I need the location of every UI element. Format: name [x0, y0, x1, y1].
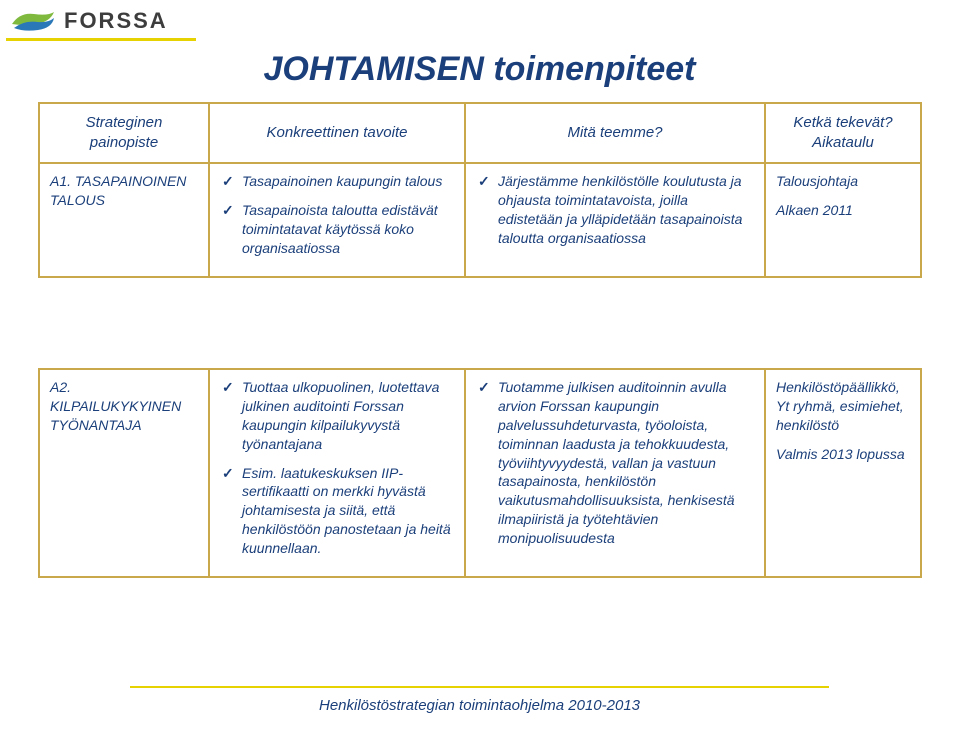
table-row-a2: A2. KILPAILUKYKYINEN TYÖNANTAJA Tuottaa …: [39, 369, 921, 577]
row-label-a1: A1. TASAPAINOINEN TALOUS: [39, 163, 209, 277]
logo-bar: FORSSA: [10, 8, 168, 34]
col-header-tekevat: Ketkä tekevät? Aikataulu: [765, 103, 921, 163]
text-line: Henkilöstöpäällikkö, Yt ryhmä, esimiehet…: [776, 378, 910, 435]
row-a1-tekevat: Talousjohtaja Alkaen 2011: [765, 163, 921, 277]
table-header-row: Strateginen painopiste Konkreettinen tav…: [39, 103, 921, 163]
list-item: Tuottaa ulkopuolinen, luotettava julkine…: [222, 378, 454, 454]
list-item: Esim. laatukeskuksen IIP-sertifikaatti o…: [222, 464, 454, 558]
actions-table-1: Strateginen painopiste Konkreettinen tav…: [38, 102, 922, 278]
list-item: Tasapainoista taloutta edistävät toimint…: [222, 201, 454, 258]
row-a1-teemme: Järjestämme henkilöstölle koulutusta ja …: [465, 163, 765, 277]
col-header-painopiste: Strateginen painopiste: [39, 103, 209, 163]
row-a1-tavoite: Tasapainoinen kaupungin talous Tasapaino…: [209, 163, 465, 277]
list-item: Tasapainoinen kaupungin talous: [222, 172, 454, 191]
text-line: Valmis 2013 lopussa: [776, 445, 910, 464]
row-label-a2: A2. KILPAILUKYKYINEN TYÖNANTAJA: [39, 369, 209, 577]
actions-table-2: A2. KILPAILUKYKYINEN TYÖNANTAJA Tuottaa …: [38, 368, 922, 578]
row-a2-teemme: Tuotamme julkisen auditoinnin avulla arv…: [465, 369, 765, 577]
list-item: Tuotamme julkisen auditoinnin avulla arv…: [478, 378, 754, 548]
table-row-a1: A1. TASAPAINOINEN TALOUS Tasapainoinen k…: [39, 163, 921, 277]
text-line: Talousjohtaja: [776, 172, 910, 191]
footer-text: Henkilöstöstrategian toimintaohjelma 201…: [0, 697, 959, 714]
logo-underline: [6, 38, 196, 41]
row-a2-tavoite: Tuottaa ulkopuolinen, luotettava julkine…: [209, 369, 465, 577]
col-header-tavoite: Konkreettinen tavoite: [209, 103, 465, 163]
row-a2-tekevat: Henkilöstöpäällikkö, Yt ryhmä, esimiehet…: [765, 369, 921, 577]
text-line: Alkaen 2011: [776, 201, 910, 220]
swirl-icon: [10, 10, 56, 32]
brand-text: FORSSA: [64, 8, 168, 34]
footer-divider: [130, 686, 829, 688]
list-item: Järjestämme henkilöstölle koulutusta ja …: [478, 172, 754, 248]
col-header-teemme: Mitä teemme?: [465, 103, 765, 163]
page-title: JOHTAMISEN toimenpiteet: [0, 50, 959, 89]
